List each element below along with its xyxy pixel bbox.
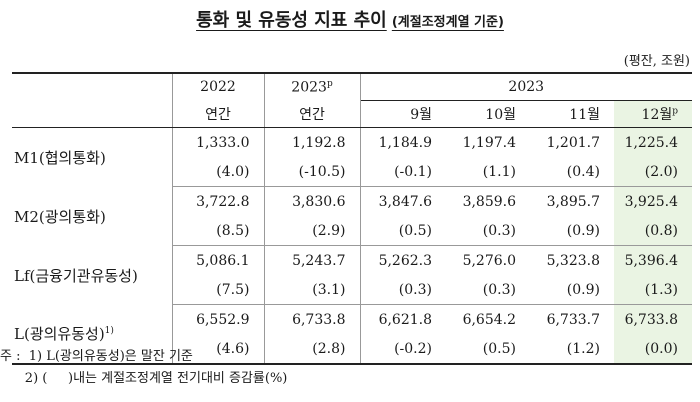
table-row: M1(협의통화) 1,333.0 1,192.8 1,184.9 1,197.4…	[12, 127, 692, 187]
cell-change: (1.3)	[614, 275, 692, 305]
row-label: M2(광의통화)	[12, 186, 173, 246]
footnote-1: 주 : 1) L(광의유동성)은 말잔 기준	[0, 349, 193, 364]
cell-change: (0.3)	[446, 216, 530, 246]
header-2023: 2023	[360, 72, 692, 101]
cell-value: 6,654.2	[462, 311, 516, 328]
header-row-periods: 연간 연간 9월 10월 11월 12월p	[12, 100, 692, 128]
header-row-years: 2022 2023p 2023	[12, 72, 692, 101]
table-row: (4.6) (2.8) (-0.2) (0.5) (1.2) (0.0)	[12, 334, 692, 365]
cell-change: (0.5)	[446, 334, 530, 365]
cell-change: (-10.5)	[264, 157, 361, 187]
cell-change: (4.6)	[172, 334, 265, 365]
cell-value: 6,733.7	[546, 311, 600, 328]
cell-value: 3,830.6	[264, 186, 361, 216]
table-row: (8.5) (2.9) (0.5) (0.3) (0.9) (0.8)	[12, 216, 692, 246]
cell-value: 1,184.9	[378, 134, 432, 151]
cell-change: (1.1)	[446, 157, 530, 187]
cell-value: 5,243.7	[264, 245, 361, 275]
header-nov: 11월	[530, 100, 614, 128]
cell-change: (0.4)	[530, 157, 614, 187]
header-dec: 12월p	[614, 100, 692, 128]
header-annual-2022: 연간	[172, 100, 265, 128]
header-2022: 2022	[172, 72, 265, 101]
footnote-2: 2) ( )내는 계절조정계열 전기대비 증감률(%)	[24, 371, 288, 386]
row-label: M1(협의통화)	[12, 127, 173, 187]
cell-change: (0.8)	[614, 216, 692, 246]
table-row: (4.0) (-10.5) (-0.1) (1.1) (0.4) (2.0)	[12, 157, 692, 187]
cell-value: 5,262.3	[378, 252, 432, 269]
header-oct: 10월	[446, 100, 530, 128]
cell-change: (1.2)	[530, 334, 614, 365]
cell-value: 6,621.8	[378, 311, 432, 328]
cell-value: 1,225.4	[614, 127, 692, 157]
cell-value: 1,333.0	[172, 127, 265, 157]
cell-change: (0.9)	[530, 216, 614, 246]
cell-change: (0.0)	[614, 334, 692, 365]
cell-change: (-0.2)	[360, 334, 446, 365]
cell-value: 5,086.1	[172, 245, 265, 275]
header-2023p: 2023p	[264, 72, 361, 101]
cell-value: 1,192.8	[264, 127, 361, 157]
row-label: Lf(금융기관유동성)	[12, 245, 173, 305]
table-row: (7.5) (3.1) (0.3) (0.3) (0.9) (1.3)	[12, 275, 692, 305]
cell-change: (0.3)	[360, 275, 446, 305]
cell-change: (8.5)	[172, 216, 265, 246]
header-sep: 9월	[360, 100, 446, 128]
title-sub: (계절조정계열 기준)	[391, 15, 504, 30]
unit-label: (평잔, 조원)	[623, 54, 690, 69]
table-row: M2(광의통화) 3,722.8 3,830.6 3,847.6 3,859.6…	[12, 186, 692, 246]
table-row: Lf(금융기관유동성) 5,086.1 5,243.7 5,262.3 5,27…	[12, 245, 692, 305]
cell-value: 3,847.6	[378, 193, 432, 210]
cell-change: (2.9)	[264, 216, 361, 246]
cell-change: (0.3)	[446, 275, 530, 305]
header-annual-2023: 연간	[264, 100, 361, 128]
cell-change: (4.0)	[172, 157, 265, 187]
cell-value: 1,201.7	[546, 134, 600, 151]
cell-value: 3,722.8	[172, 186, 265, 216]
cell-change: (-0.1)	[360, 157, 446, 187]
cell-change: (2.8)	[264, 334, 361, 365]
cell-value: 6,733.8	[264, 304, 361, 334]
cell-value: 1,197.4	[462, 134, 516, 151]
cell-value: 3,859.6	[462, 193, 516, 210]
table-title: 통화 및 유동성 지표 추이 (계절조정계열 기준)	[0, 6, 700, 32]
cell-value: 5,323.8	[546, 252, 600, 269]
cell-change: (0.9)	[530, 275, 614, 305]
cell-value: 3,925.4	[614, 186, 692, 216]
cell-value: 6,733.8	[614, 304, 692, 334]
footnotes: 주 : 1) L(광의유동성)은 말잔 기준 2) ( )내는 계절조정계열 전…	[0, 346, 287, 390]
row-label: L(광의유동성)1)	[12, 304, 173, 365]
cell-value: 6,552.9	[172, 304, 265, 334]
header-corner	[12, 72, 173, 101]
cell-change: (3.1)	[264, 275, 361, 305]
cell-value: 5,396.4	[614, 245, 692, 275]
cell-value: 5,276.0	[462, 252, 516, 269]
cell-value: 3,895.7	[546, 193, 600, 210]
title-main: 통화 및 유동성 지표 추이	[196, 10, 387, 31]
liquidity-table: 2022 2023p 2023 연간 연간 9월 10월 11월 12월p M1…	[12, 72, 692, 365]
table-row: L(광의유동성)1) 6,552.9 6,733.8 6,621.8 6,654…	[12, 304, 692, 365]
cell-change: (7.5)	[172, 275, 265, 305]
cell-change: (2.0)	[614, 157, 692, 187]
cell-change: (0.5)	[360, 216, 446, 246]
